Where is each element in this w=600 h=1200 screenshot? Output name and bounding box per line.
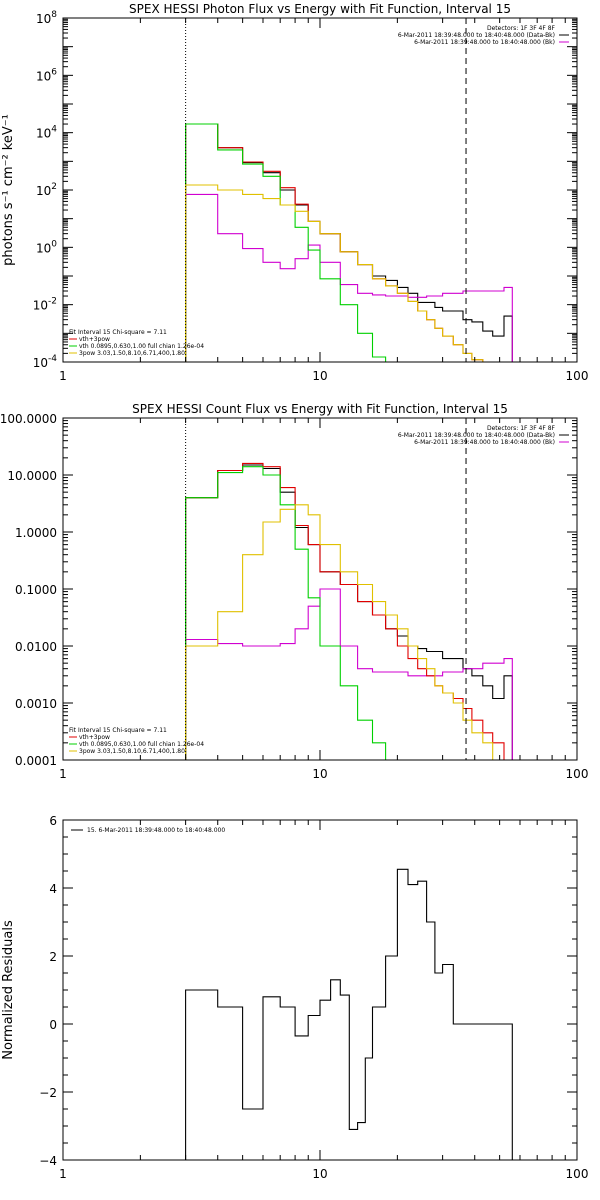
plot-frame — [62, 819, 578, 1161]
y-tick-label: 108 — [36, 10, 57, 26]
y-tick-label: 100 — [36, 239, 57, 255]
x-tick-label: 100 — [566, 1167, 589, 1181]
y-tick-label: 6 — [49, 814, 57, 828]
legend-entry: 3pow 3.03,1.50,8.10,6.71,400,1.80 — [79, 748, 185, 755]
y-tick-label: 1.0000 — [15, 526, 57, 540]
y-tick-label: 106 — [36, 67, 57, 83]
series-line-bk — [185, 588, 513, 760]
legend-entry: vth 0.0895,0.630,1.00 full chian 1.26e-0… — [79, 741, 204, 748]
series-line-vth-3pow — [185, 123, 513, 363]
legend-entry: 6-Mar-2011 18:39:48.000 to 18:40:48.000 … — [398, 432, 555, 439]
panel-3: Normalized Residuals 1 10 100 −4 −2 0 2 4 6 15. 6-… — [1, 814, 588, 1181]
series-line-data-bk — [185, 123, 513, 362]
legend-entry: Fit Interval 15 Chi-square = 7.11 — [69, 329, 167, 336]
x-tick-label: 100 — [566, 369, 589, 383]
legend-entry: 6-Mar-2011 18:39:48.000 to 18:40:48.000 … — [414, 39, 555, 46]
panel-1: SPEX HESSI Photon Flux vs Energy with Fi… — [1, 2, 588, 383]
y-tick-label: 104 — [36, 125, 57, 141]
legend-entry: 15. 6-Mar-2011 18:39:48.000 to 18:40:48.… — [87, 827, 225, 834]
series-line-3pow — [185, 504, 513, 761]
chart-title: SPEX HESSI Count Flux vs Energy with Fit… — [132, 402, 508, 416]
series-line-vth — [185, 123, 513, 363]
plot-frame — [62, 17, 578, 363]
y-axis-label: photons s⁻¹ cm⁻² keV⁻¹ — [1, 114, 16, 266]
y-tick-label: 0.0100 — [15, 640, 57, 654]
x-tick-label: 1 — [59, 1167, 67, 1181]
y-tick-label: −2 — [39, 1086, 57, 1100]
legend-entry: Detectors: 1F 3F 4F 8F — [487, 425, 556, 432]
y-tick-label: 10-4 — [33, 354, 58, 370]
legend-entry: vth 0.0895,0.630,1.00 full chian 1.26e-0… — [79, 343, 204, 350]
y-tick-label: 0.0001 — [15, 754, 57, 768]
series-line-bk — [185, 193, 513, 362]
y-tick-label: 0 — [49, 1018, 57, 1032]
y-tick-label: 0.1000 — [15, 583, 57, 597]
legend-entry: Fit Interval 15 Chi-square = 7.11 — [69, 727, 167, 734]
chart-title: SPEX HESSI Photon Flux vs Energy with Fi… — [129, 2, 511, 16]
legend-entry: vth+3pow — [79, 336, 110, 343]
y-tick-label: 102 — [36, 182, 57, 198]
y-axis-label: Normalized Residuals — [1, 920, 16, 1060]
x-tick-label: 1 — [59, 767, 67, 781]
x-tick-label: 1 — [59, 369, 67, 383]
series-line-residuals — [185, 868, 513, 1160]
y-tick-label: −4 — [39, 1154, 57, 1168]
x-tick-label: 100 — [566, 767, 589, 781]
x-tick-label: 10 — [312, 1167, 327, 1181]
legend-entry: 3pow 3.03,1.50,8.10,6.71,400,1.80 — [79, 350, 185, 357]
y-tick-label: 4 — [49, 882, 57, 896]
x-tick-label: 10 — [312, 767, 327, 781]
y-tick-label: 10-2 — [33, 297, 57, 313]
legend-entry: Detectors: 1F 3F 4F 8F — [487, 25, 556, 32]
legend-entry: 6-Mar-2011 18:39:48.000 to 18:40:48.000 … — [398, 32, 555, 39]
y-tick-label: 100.0000 — [0, 412, 57, 426]
y-tick-label: 2 — [49, 950, 57, 964]
series-line-vth-3pow — [185, 462, 513, 761]
series-line-3pow — [185, 184, 513, 363]
legend-entry: vth+3pow — [79, 734, 110, 741]
y-tick-label: 0.0010 — [15, 697, 57, 711]
legend-entry: 6-Mar-2011 18:39:48.000 to 18:40:48.000 … — [414, 439, 555, 446]
panel-2: SPEX HESSI Count Flux vs Energy with Fit… — [0, 402, 588, 781]
x-tick-label: 10 — [312, 369, 327, 383]
y-tick-label: 10.0000 — [7, 469, 57, 483]
